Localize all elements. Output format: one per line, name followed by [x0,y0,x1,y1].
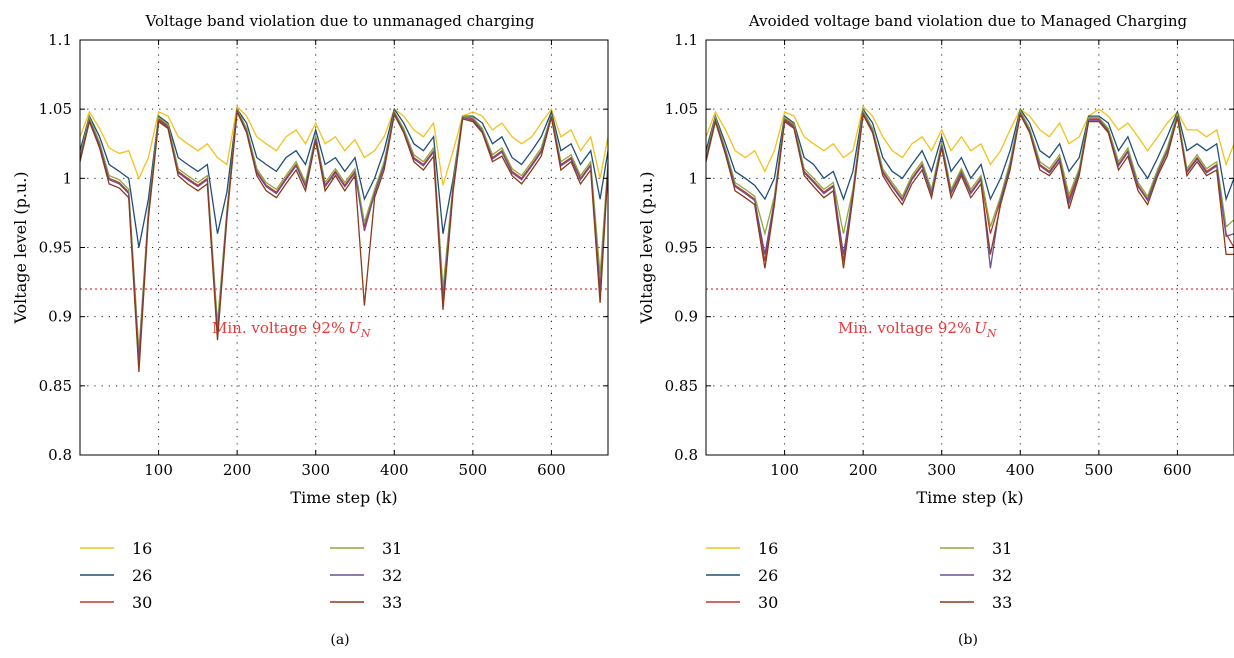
series-line-31 [80,106,608,352]
legend-label-32: 32 [382,566,402,585]
x-axis-label: Time step (k) [290,488,397,507]
y-tick-label: 1.05 [39,100,72,118]
legend-label-26: 26 [758,566,778,585]
y-axis-label: Voltage level (p.u.) [11,171,30,324]
series-line-31 [706,108,1234,237]
y-axis-label: Voltage level (p.u.) [637,171,656,324]
y-tick-label: 1.1 [48,31,72,49]
series-line-26 [706,107,1234,202]
chart-panel-b: Avoided voltage band violation due to Ma… [637,12,1234,648]
x-tick-label: 200 [849,461,878,479]
legend-label-33: 33 [992,593,1012,612]
series-line-33 [80,109,608,373]
legend-label-31: 31 [382,539,402,558]
x-tick-label: 600 [1163,461,1192,479]
x-tick-label: 400 [1006,461,1035,479]
series-line-16 [80,105,608,186]
chart-panel-a: Voltage band violation due to unmanaged … [11,12,609,648]
legend-label-16: 16 [132,539,152,558]
x-tick-label: 600 [537,461,566,479]
y-tick-label: 1 [62,169,72,187]
series-line-16 [706,105,1234,173]
legend-label-32: 32 [992,566,1012,585]
x-tick-label: 200 [223,461,252,479]
panel-label: (a) [330,632,349,648]
y-tick-label: 0.95 [39,239,72,257]
panel-label: (b) [958,632,978,648]
x-tick-label: 100 [770,461,799,479]
y-tick-label: 0.9 [48,308,72,326]
y-tick-label: 0.85 [665,377,698,395]
series-line-32 [706,111,1234,269]
x-tick-label: 400 [380,461,409,479]
legend-label-30: 30 [132,593,152,612]
y-tick-label: 1 [688,169,698,187]
series-line-32 [80,108,608,361]
legend-label-31: 31 [992,539,1012,558]
x-axis-label: Time step (k) [916,488,1023,507]
y-tick-label: 0.8 [674,446,698,464]
x-tick-label: 500 [459,461,488,479]
series-line-26 [80,107,608,248]
legend-label-16: 16 [758,539,778,558]
y-tick-label: 1.1 [674,31,698,49]
series-line-33 [706,112,1234,269]
chart-title: Avoided voltage band violation due to Ma… [748,12,1188,30]
y-tick-label: 1.05 [665,100,698,118]
y-tick-label: 0.95 [665,239,698,257]
min-voltage-label: Min. voltage 92% UN [212,319,371,340]
legend-label-33: 33 [382,593,402,612]
x-tick-label: 500 [1085,461,1114,479]
legend-label-26: 26 [132,566,152,585]
y-tick-label: 0.85 [39,377,72,395]
x-tick-label: 100 [144,461,173,479]
chart-title: Voltage band violation due to unmanaged … [145,12,535,30]
y-tick-label: 0.8 [48,446,72,464]
min-voltage-label: Min. voltage 92% UN [838,319,997,340]
x-tick-label: 300 [301,461,330,479]
y-tick-label: 0.9 [674,308,698,326]
x-tick-label: 300 [927,461,956,479]
legend-label-30: 30 [758,593,778,612]
